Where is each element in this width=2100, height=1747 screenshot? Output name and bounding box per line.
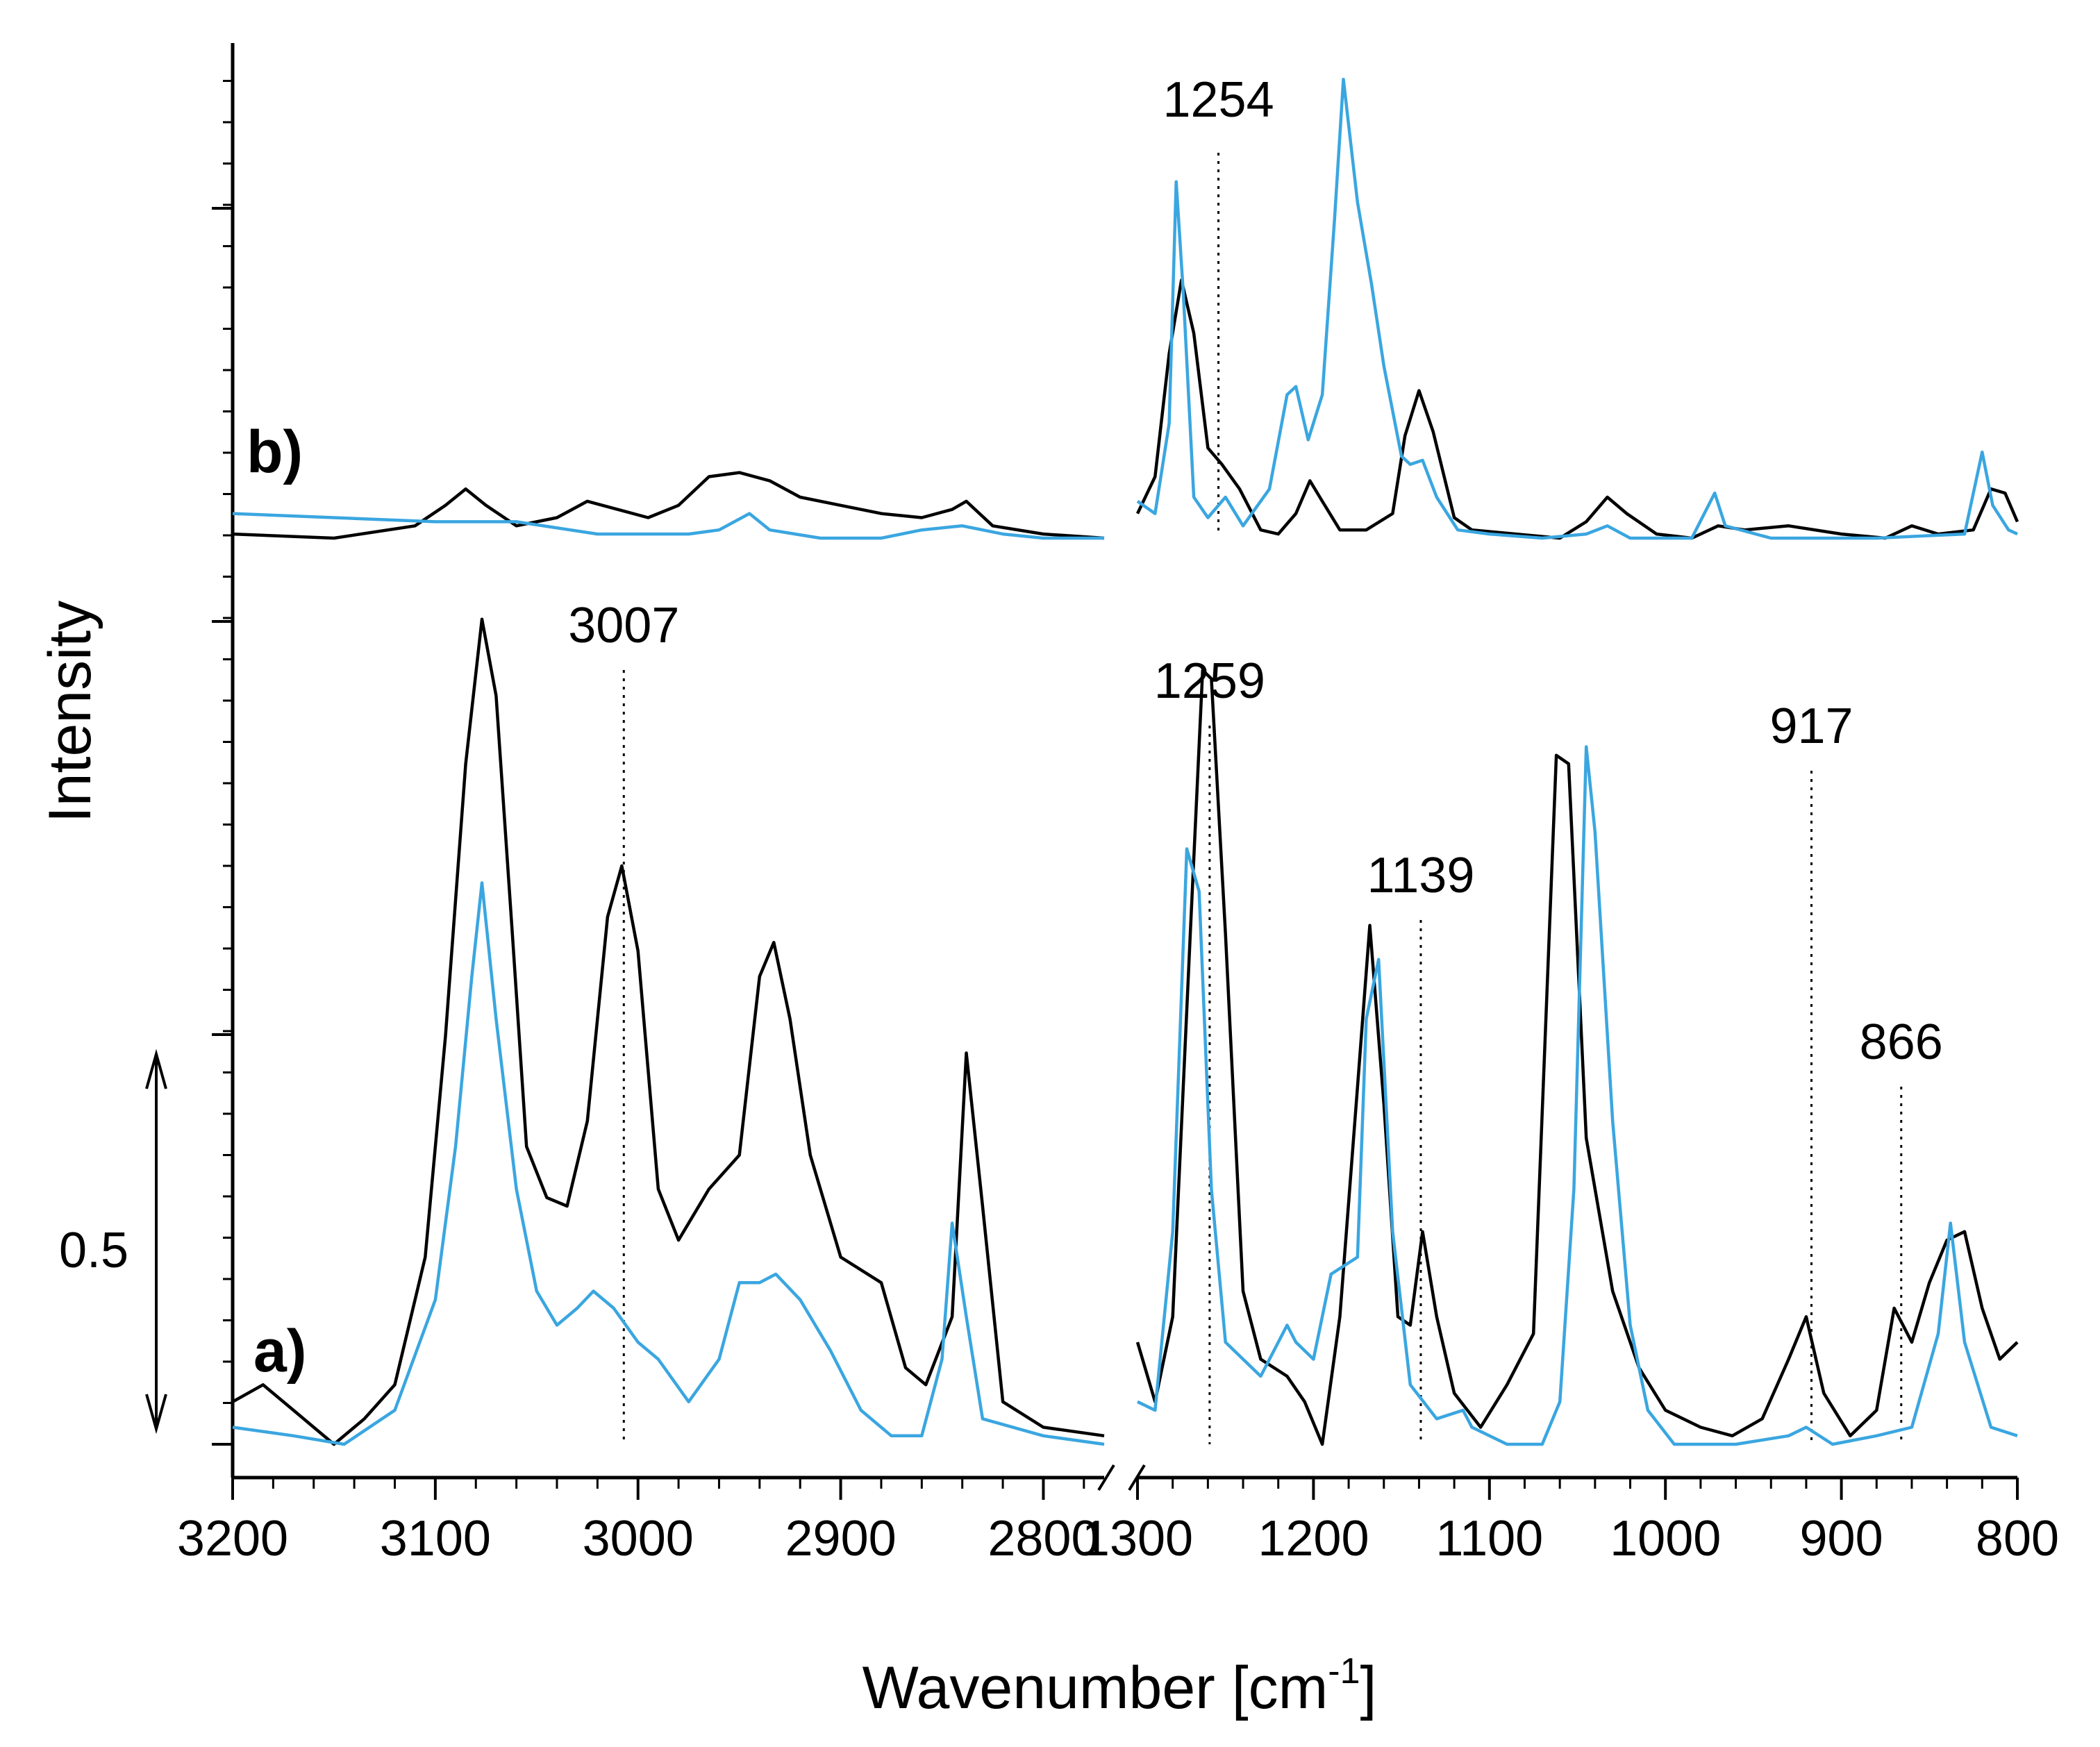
x-tick-label: 2800 [988,1511,1099,1566]
peak-guides: 3007 1259 1139 917 866 1254 [568,72,1943,1444]
x-tick-label: 800 [1976,1511,2059,1566]
peak-label-866: 866 [1860,1014,1943,1070]
x-tick-label: 1100 [1435,1511,1543,1566]
spectrum-black-panel-a [231,617,1105,1446]
peak-label-1139: 1139 [1367,848,1475,903]
peak-label-1254: 1254 [1162,72,1274,128]
axis-break-mark [1097,1464,1115,1491]
y-axis-title: Intensity [37,601,103,823]
x-axis-title-superscript: -1 [1328,1651,1360,1691]
panel-label-b: b) [247,419,303,485]
x-tick-label: 1000 [1610,1511,1721,1566]
spectrum-blue-panel-a [232,881,1105,1446]
scale-bar-arrow-down [145,1394,167,1435]
chart-labels: Intensity Wavenumber [cm-1] a) b) 0.5 [37,419,1376,1721]
spectrum-black-panel-a [1135,669,2019,1446]
spectrum-black-panel-b [232,471,1105,540]
x-tick-label: 3000 [583,1511,694,1566]
spectrum-blue-panel-b [1136,77,2018,540]
x-tick-label: 900 [1800,1511,1883,1566]
x-axis-title-main: Wavenumber [cm [862,1655,1328,1721]
scale-bar-arrow-up [145,1048,167,1089]
x-tick-label: 3200 [177,1511,288,1566]
spectrum-black-panel-b [1135,278,2019,540]
x-axis-title-close: ] [1360,1655,1377,1721]
x-tick-label: 2900 [785,1511,896,1566]
spectrum-curves [231,77,2019,1446]
peak-label-917: 917 [1769,699,1853,754]
x-tick-label: 1200 [1258,1511,1369,1566]
x-axis-title: Wavenumber [cm-1] [862,1651,1377,1721]
peak-label-1259: 1259 [1154,653,1265,709]
x-tick-label: 3100 [380,1511,491,1566]
spectrum-blue-panel-a [1137,745,2018,1446]
x-tick-label: 1300 [1082,1511,1193,1566]
panel-label-a: a) [253,1318,306,1385]
spectrum-blue-panel-b [232,512,1104,540]
scale-bar-label: 0.5 [59,1223,128,1278]
peak-label-3007: 3007 [568,598,679,653]
